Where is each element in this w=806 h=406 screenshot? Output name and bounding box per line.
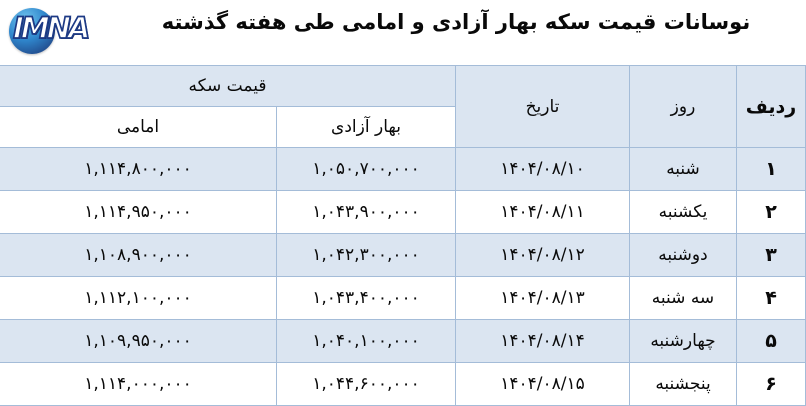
date-cell: ۱۴۰۴/۰۸/۱۱ — [455, 190, 630, 234]
emami-price-cell: ۱,۱۰۹,۹۵۰,۰۰۰ — [0, 319, 277, 363]
column-header-bahar-azadi: بهار آزادی — [276, 106, 456, 148]
emami-price-cell: ۱,۱۱۴,۰۰۰,۰۰۰ — [0, 362, 277, 406]
column-header-date: تاریخ — [455, 65, 630, 148]
day-cell: پنجشنبه — [629, 362, 737, 406]
day-cell: دوشنبه — [629, 233, 737, 277]
day-cell: یکشنبه — [629, 190, 737, 234]
table-row: ۵ چهارشنبه ۱۴۰۴/۰۸/۱۴ ۱,۰۴۰,۱۰۰,۰۰۰ ۱,۱۰… — [0, 319, 806, 363]
bahar-azadi-price-cell: ۱,۰۵۰,۷۰۰,۰۰۰ — [276, 147, 456, 191]
day-cell: شنبه — [629, 147, 737, 191]
emami-price-cell: ۱,۱۱۴,۸۰۰,۰۰۰ — [0, 147, 277, 191]
emami-price-cell: ۱,۱۱۲,۱۰۰,۰۰۰ — [0, 276, 277, 320]
column-header-emami: امامی — [0, 106, 277, 148]
row-index-cell: ۱ — [736, 147, 806, 191]
row-index-cell: ۳ — [736, 233, 806, 277]
header-row-sub: بهار آزادی امامی — [0, 106, 806, 148]
coin-price-table: ردیف روز تاریخ قیمت سکه بهار آزادی امامی… — [0, 65, 806, 406]
table-row: ۳ دوشنبه ۱۴۰۴/۰۸/۱۲ ۱,۰۴۲,۳۰۰,۰۰۰ ۱,۱۰۸,… — [0, 233, 806, 277]
table-row: ۲ یکشنبه ۱۴۰۴/۰۸/۱۱ ۱,۰۴۳,۹۰۰,۰۰۰ ۱,۱۱۴,… — [0, 190, 806, 234]
day-cell: چهارشنبه — [629, 319, 737, 363]
table-row: ۴ سه شنبه ۱۴۰۴/۰۸/۱۳ ۱,۰۴۳,۴۰۰,۰۰۰ ۱,۱۱۲… — [0, 276, 806, 320]
bahar-azadi-price-cell: ۱,۰۴۲,۳۰۰,۰۰۰ — [276, 233, 456, 277]
date-cell: ۱۴۰۴/۰۸/۱۳ — [455, 276, 630, 320]
row-index-cell: ۵ — [736, 319, 806, 363]
row-index-cell: ۴ — [736, 276, 806, 320]
bahar-azadi-price-cell: ۱,۰۴۰,۱۰۰,۰۰۰ — [276, 319, 456, 363]
imna-logo-circle-icon — [9, 8, 55, 54]
bahar-azadi-price-cell: ۱,۰۴۳,۹۰۰,۰۰۰ — [276, 190, 456, 234]
bahar-azadi-price-cell: ۱,۰۴۳,۴۰۰,۰۰۰ — [276, 276, 456, 320]
day-cell: سه شنبه — [629, 276, 737, 320]
date-cell: ۱۴۰۴/۰۸/۱۲ — [455, 233, 630, 277]
date-cell: ۱۴۰۴/۰۸/۱۵ — [455, 362, 630, 406]
table-body: ۱ شنبه ۱۴۰۴/۰۸/۱۰ ۱,۰۵۰,۷۰۰,۰۰۰ ۱,۱۱۴,۸۰… — [0, 147, 806, 406]
column-header-coin-price-group: قیمت سکه — [0, 65, 456, 107]
emami-price-cell: ۱,۱۰۸,۹۰۰,۰۰۰ — [0, 233, 277, 277]
date-cell: ۱۴۰۴/۰۸/۱۴ — [455, 319, 630, 363]
row-index-cell: ۶ — [736, 362, 806, 406]
column-header-row-index: ردیف — [736, 65, 806, 148]
table-row: ۱ شنبه ۱۴۰۴/۰۸/۱۰ ۱,۰۵۰,۷۰۰,۰۰۰ ۱,۱۱۴,۸۰… — [0, 147, 806, 191]
bahar-azadi-price-cell: ۱,۰۴۴,۶۰۰,۰۰۰ — [276, 362, 456, 406]
imna-logo-text: IMNA — [12, 11, 91, 45]
page-title: نوسانات قیمت سکه بهار آزادی و امامی طی ه… — [161, 10, 751, 34]
date-cell: ۱۴۰۴/۰۸/۱۰ — [455, 147, 630, 191]
emami-price-cell: ۱,۱۱۴,۹۵۰,۰۰۰ — [0, 190, 277, 234]
row-index-cell: ۲ — [736, 190, 806, 234]
column-header-day: روز — [629, 65, 737, 148]
table-header: ردیف روز تاریخ قیمت سکه بهار آزادی امامی — [0, 65, 806, 148]
table-row: ۶ پنجشنبه ۱۴۰۴/۰۸/۱۵ ۱,۰۴۴,۶۰۰,۰۰۰ ۱,۱۱۴… — [0, 362, 806, 406]
header-row-main: ردیف روز تاریخ قیمت سکه — [0, 65, 806, 148]
imna-logo: IMNA — [9, 6, 109, 56]
title-bar: IMNA نوسانات قیمت سکه بهار آزادی و امامی… — [0, 0, 806, 65]
